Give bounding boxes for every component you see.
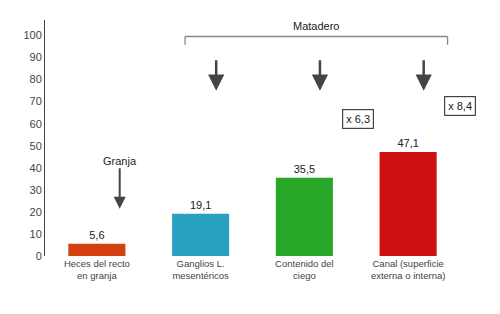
svg-text:Heces del rectoen granja: Heces del rectoen granja: [64, 258, 130, 281]
svg-text:35,5: 35,5: [294, 163, 315, 175]
svg-text:50: 50: [30, 140, 42, 152]
svg-text:19,1: 19,1: [190, 199, 211, 211]
svg-text:Granja: Granja: [103, 155, 137, 167]
svg-text:Ganglios L.mesentéricos: Ganglios L.mesentéricos: [172, 258, 229, 281]
svg-text:20: 20: [30, 206, 42, 218]
svg-text:40: 40: [30, 162, 42, 174]
svg-text:60: 60: [30, 118, 42, 130]
svg-text:0: 0: [36, 250, 42, 262]
svg-text:47,1: 47,1: [397, 137, 418, 149]
svg-text:x 8,4: x 8,4: [448, 100, 472, 112]
svg-text:5,6: 5,6: [89, 229, 104, 241]
svg-text:30: 30: [30, 184, 42, 196]
svg-text:100: 100: [23, 29, 41, 41]
svg-text:90: 90: [30, 51, 42, 63]
svg-text:80: 80: [30, 73, 42, 85]
svg-text:x 6,3: x 6,3: [346, 113, 370, 125]
svg-text:10: 10: [30, 228, 42, 240]
svg-text:Canal (superficieexterna o int: Canal (superficieexterna o interna): [371, 258, 445, 281]
svg-text:70: 70: [30, 95, 42, 107]
svg-text:Contenido delciego: Contenido delciego: [275, 258, 334, 281]
svg-text:Matadero: Matadero: [293, 20, 339, 32]
